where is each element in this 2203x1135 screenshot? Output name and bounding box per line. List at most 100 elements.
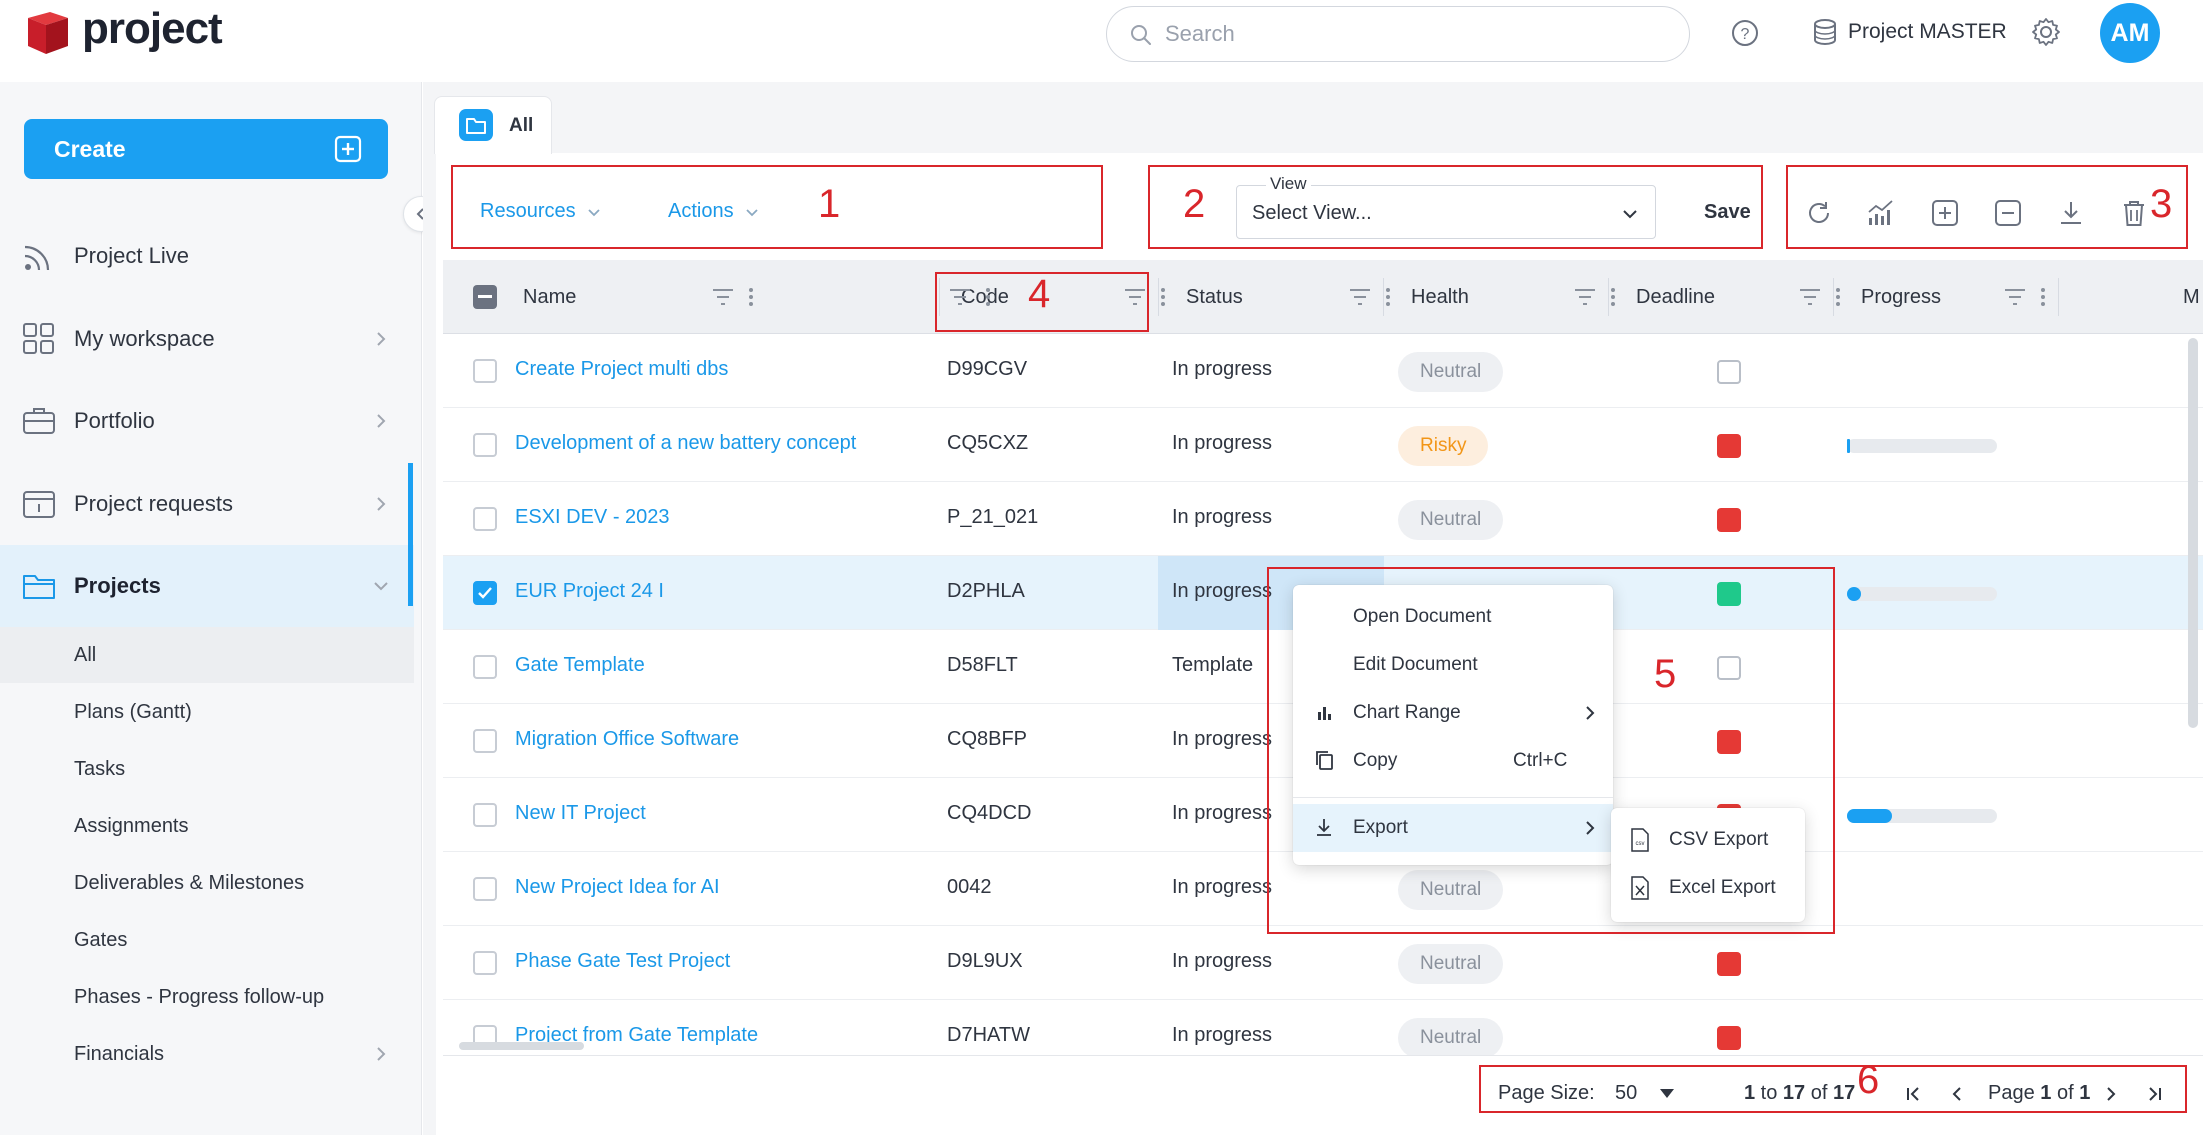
view-select[interactable] bbox=[1236, 185, 1656, 239]
search-box[interactable] bbox=[1106, 6, 1690, 62]
project-name-link[interactable]: New IT Project bbox=[515, 802, 646, 824]
expand-all-icon[interactable] bbox=[1930, 198, 1960, 228]
project-name-link[interactable]: EUR Project 24 I bbox=[515, 580, 664, 602]
row-checkbox[interactable] bbox=[473, 803, 497, 827]
sidebar-item-portfolio[interactable]: Portfolio bbox=[0, 391, 414, 451]
refresh-icon[interactable] bbox=[1804, 198, 1834, 228]
checkmark-icon bbox=[478, 587, 492, 599]
menu-item-excel-export[interactable]: Excel Export bbox=[1611, 864, 1805, 912]
gear-icon[interactable] bbox=[2030, 16, 2062, 48]
sidebar-item-projects[interactable]: Projects bbox=[0, 545, 414, 627]
menu-item-open-document[interactable]: Open Document bbox=[1293, 593, 1613, 641]
sidebar-item-project-requests[interactable]: Project requests bbox=[0, 474, 414, 534]
row-checkbox[interactable] bbox=[473, 655, 497, 679]
column-header-name[interactable]: Name bbox=[523, 285, 577, 308]
sidebar-subitem-phases[interactable]: Phases - Progress follow-up bbox=[0, 969, 414, 1025]
actions-dropdown[interactable]: Actions bbox=[668, 200, 760, 223]
save-view-button[interactable]: Save bbox=[1704, 201, 1751, 223]
menu-divider bbox=[1293, 797, 1613, 798]
sidebar-item-my-workspace[interactable]: My workspace bbox=[0, 309, 414, 369]
sidebar-subitem-gates[interactable]: Gates bbox=[0, 912, 414, 968]
column-filter-menu-icons[interactable] bbox=[1798, 286, 1858, 308]
sidebar-subitem-tasks[interactable]: Tasks bbox=[0, 741, 414, 797]
table-row[interactable]: ESXI DEV - 2023 P_21_021 In progress Neutra… bbox=[443, 482, 2203, 556]
health-badge: Risky bbox=[1398, 426, 1489, 466]
column-header-status[interactable]: Status bbox=[1186, 285, 1243, 308]
column-header-progress[interactable]: Progress bbox=[1861, 285, 1942, 308]
column-filter-menu-icons[interactable] bbox=[1123, 286, 1183, 308]
project-name-link[interactable]: Phase Gate Test Project bbox=[515, 950, 731, 972]
menu-item-edit-document[interactable]: Edit Document bbox=[1293, 641, 1613, 689]
next-page-icon[interactable] bbox=[2099, 1082, 2123, 1106]
chevron-right-icon bbox=[377, 497, 386, 511]
annotation-box-6 bbox=[1479, 1065, 2187, 1113]
last-page-icon[interactable] bbox=[2142, 1082, 2166, 1106]
sidebar-subitem-all[interactable]: All bbox=[0, 627, 414, 683]
column-header-health[interactable]: Health bbox=[1411, 285, 1469, 308]
page-size-select[interactable]: 50 bbox=[1615, 1082, 1638, 1104]
menu-item-copy[interactable]: Copy Ctrl+C bbox=[1293, 737, 1613, 785]
range-to: 17 bbox=[1782, 1082, 1806, 1104]
row-checkbox[interactable] bbox=[473, 581, 497, 605]
table-row[interactable]: Create Project multi dbs D99CGV In progres… bbox=[443, 334, 2203, 408]
sidebar-item-label: My workspace bbox=[74, 326, 215, 351]
trash-icon[interactable] bbox=[2119, 198, 2149, 228]
row-checkbox[interactable] bbox=[473, 507, 497, 531]
horizontal-scrollbar[interactable] bbox=[459, 1042, 584, 1050]
tab-all[interactable]: All bbox=[434, 96, 552, 154]
previous-page-icon[interactable] bbox=[1945, 1082, 1969, 1106]
help-icon[interactable]: ? bbox=[1730, 18, 1760, 48]
first-page-icon[interactable] bbox=[1902, 1082, 1926, 1106]
collapse-all-icon[interactable] bbox=[1993, 198, 2023, 228]
project-name-link[interactable]: ESXI DEV - 2023 bbox=[515, 506, 670, 528]
project-name-link[interactable]: Create Project multi dbs bbox=[515, 358, 729, 380]
column-header-code[interactable]: Code bbox=[961, 285, 1009, 308]
row-checkbox[interactable] bbox=[473, 951, 497, 975]
column-filter-menu-icons[interactable] bbox=[2003, 286, 2063, 308]
create-button[interactable]: Create bbox=[24, 119, 388, 179]
column-filter-menu-icons[interactable] bbox=[948, 286, 1008, 308]
column-header-deadline[interactable]: Deadline bbox=[1636, 285, 1715, 308]
annotation-box-5 bbox=[1267, 567, 1835, 934]
menu-item-export[interactable]: Export bbox=[1293, 804, 1613, 852]
project-name-link[interactable]: Development of a new battery concept bbox=[515, 432, 857, 454]
row-checkbox[interactable] bbox=[473, 433, 497, 457]
sidebar-subitem-plans[interactable]: Plans (Gantt) bbox=[0, 684, 414, 740]
project-name-link[interactable]: Project from Gate Template bbox=[515, 1024, 759, 1046]
avatar[interactable]: AM bbox=[2100, 3, 2160, 63]
svg-text:csv: csv bbox=[1636, 841, 1645, 847]
project-status: In progress bbox=[1172, 950, 1273, 972]
vertical-scrollbar[interactable] bbox=[2188, 338, 2198, 728]
column-filter-menu-icons[interactable] bbox=[711, 286, 771, 308]
submenu-item-label: CSV Export bbox=[1669, 829, 1769, 850]
select-all-checkbox[interactable] bbox=[473, 285, 497, 309]
menu-item-chart-range[interactable]: Chart Range bbox=[1293, 689, 1613, 737]
row-checkbox[interactable] bbox=[473, 877, 497, 901]
caret-down-icon[interactable] bbox=[1660, 1089, 1674, 1098]
chart-icon[interactable] bbox=[1866, 198, 1896, 228]
search-input[interactable] bbox=[1165, 17, 1665, 51]
table-row[interactable]: New Project Idea for AI 0042 In progress Ne… bbox=[443, 852, 2203, 926]
chevron-right-icon bbox=[1586, 706, 1595, 720]
table-row[interactable]: Project from Gate Template D7HATW In progr… bbox=[443, 1000, 2203, 1055]
sidebar-subitem-deliverables[interactable]: Deliverables & Milestones bbox=[0, 855, 414, 911]
table-row[interactable]: Phase Gate Test Project D9L9UX In progress… bbox=[443, 926, 2203, 1000]
project-name-link[interactable]: New Project Idea for AI bbox=[515, 876, 720, 898]
column-filter-menu-icons[interactable] bbox=[1348, 286, 1408, 308]
sidebar-subitem-assignments[interactable]: Assignments bbox=[0, 798, 414, 854]
row-checkbox[interactable] bbox=[473, 729, 497, 753]
workspace-selector[interactable]: Project MASTER bbox=[1848, 20, 2007, 43]
project-name-link[interactable]: Gate Template bbox=[515, 654, 645, 676]
sidebar-subitem-financials[interactable]: Financials bbox=[0, 1026, 414, 1082]
resources-dropdown[interactable]: Resources bbox=[480, 200, 602, 223]
deadline-indicator bbox=[1717, 730, 1741, 754]
menu-item-csv-export[interactable]: csv CSV Export bbox=[1611, 816, 1805, 864]
download-icon[interactable] bbox=[2056, 198, 2086, 228]
table-row[interactable]: Development of a new battery concept CQ5C… bbox=[443, 408, 2203, 482]
row-checkbox[interactable] bbox=[473, 359, 497, 383]
column-filter-menu-icons[interactable] bbox=[1573, 286, 1633, 308]
project-status: In progress bbox=[1172, 876, 1273, 898]
column-header-more[interactable]: M bbox=[2183, 285, 2200, 308]
sidebar-item-project-live[interactable]: Project Live bbox=[0, 226, 414, 286]
project-name-link[interactable]: Migration Office Software bbox=[515, 728, 740, 750]
